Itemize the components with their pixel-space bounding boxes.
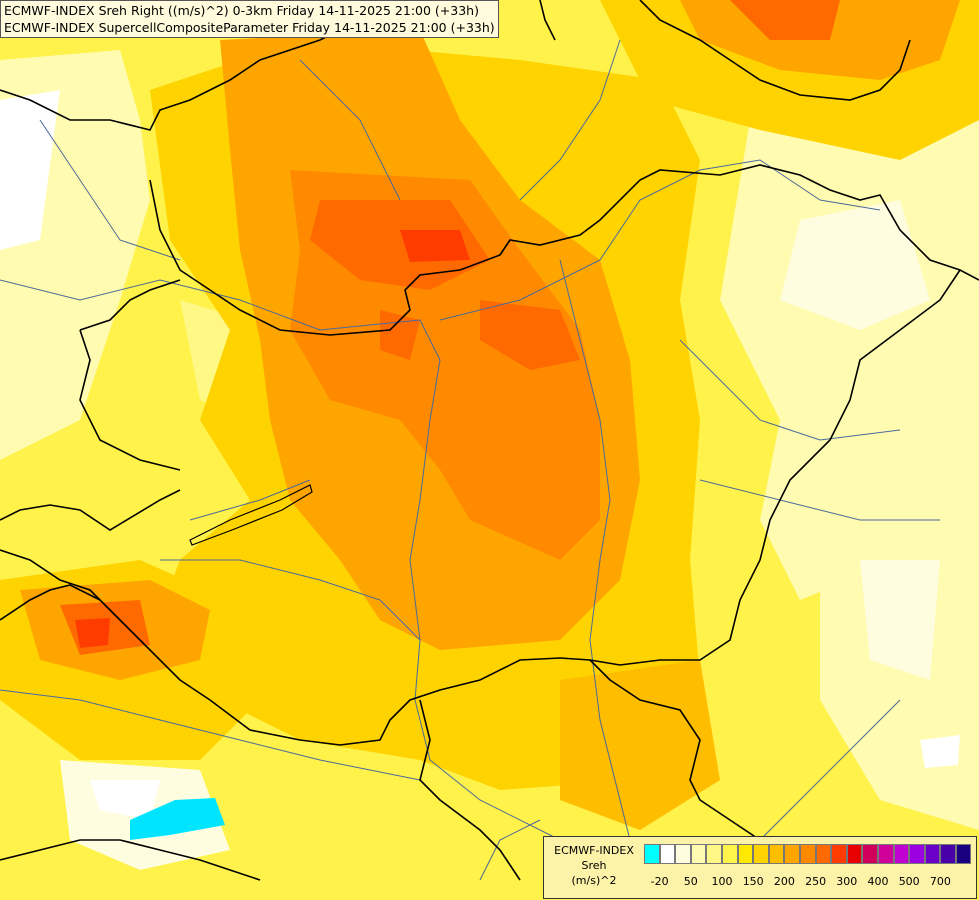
- legend-title-line-2: Sreh: [581, 859, 607, 872]
- legend-swatch: [955, 844, 972, 864]
- legend-swatch: [815, 844, 832, 864]
- country-borders: [0, 0, 979, 881]
- legend-title-line-3: (m/s)^2: [571, 874, 617, 887]
- legend-tick-label: 300: [836, 875, 858, 888]
- legend-title-line-1: ECMWF-INDEX: [554, 844, 634, 857]
- legend-ticks: -20 50 100 150 200 250 300 400 500 700: [644, 875, 974, 889]
- map-header: ECMWF-INDEX Sreh Right ((m/s)^2) 0-3km F…: [0, 0, 499, 38]
- legend-swatch: [784, 844, 800, 864]
- legend-swatch: [644, 844, 660, 864]
- legend-swatch: [893, 844, 910, 864]
- legend-swatch: [659, 844, 676, 864]
- pale-regions: [0, 50, 979, 870]
- legend-swatch: [706, 844, 722, 864]
- legend-swatch: [690, 844, 707, 864]
- legend-swatch: [940, 844, 956, 864]
- legend-swatch: [846, 844, 863, 864]
- color-legend: ECMWF-INDEX Sreh (m/s)^2 -20 50 100 150 200 2…: [543, 836, 977, 899]
- legend-title: ECMWF-INDEX Sreh (m/s)^2: [548, 843, 640, 888]
- legend-tick-label: 50: [683, 875, 698, 888]
- legend-tick-label: 100: [711, 875, 733, 888]
- header-line-2: ECMWF-INDEX SupercellCompositeParameter …: [4, 20, 495, 35]
- legend-swatch: [675, 844, 691, 864]
- legend-swatch: [831, 844, 847, 864]
- lake-balaton: [189, 484, 313, 546]
- legend-swatches: [644, 844, 972, 864]
- legend-swatch: [877, 844, 894, 864]
- legend-swatch: [768, 844, 785, 864]
- legend-swatch: [753, 844, 769, 864]
- legend-tick-label: 700: [929, 875, 951, 888]
- header-line-1: ECMWF-INDEX Sreh Right ((m/s)^2) 0-3km F…: [4, 3, 479, 18]
- legend-swatch: [909, 844, 925, 864]
- legend-swatch: [721, 844, 738, 864]
- legend-swatch: [924, 844, 941, 864]
- legend-tick-label: 400: [867, 875, 889, 888]
- legend-swatch: [737, 844, 754, 864]
- legend-swatch: [862, 844, 878, 864]
- legend-swatch: [799, 844, 816, 864]
- legend-tick-label: 250: [805, 875, 827, 888]
- legend-tick-label: 500: [898, 875, 920, 888]
- legend-tick-label: 200: [773, 875, 795, 888]
- legend-tick-label: -20: [650, 875, 669, 888]
- legend-tick-label: 150: [742, 875, 764, 888]
